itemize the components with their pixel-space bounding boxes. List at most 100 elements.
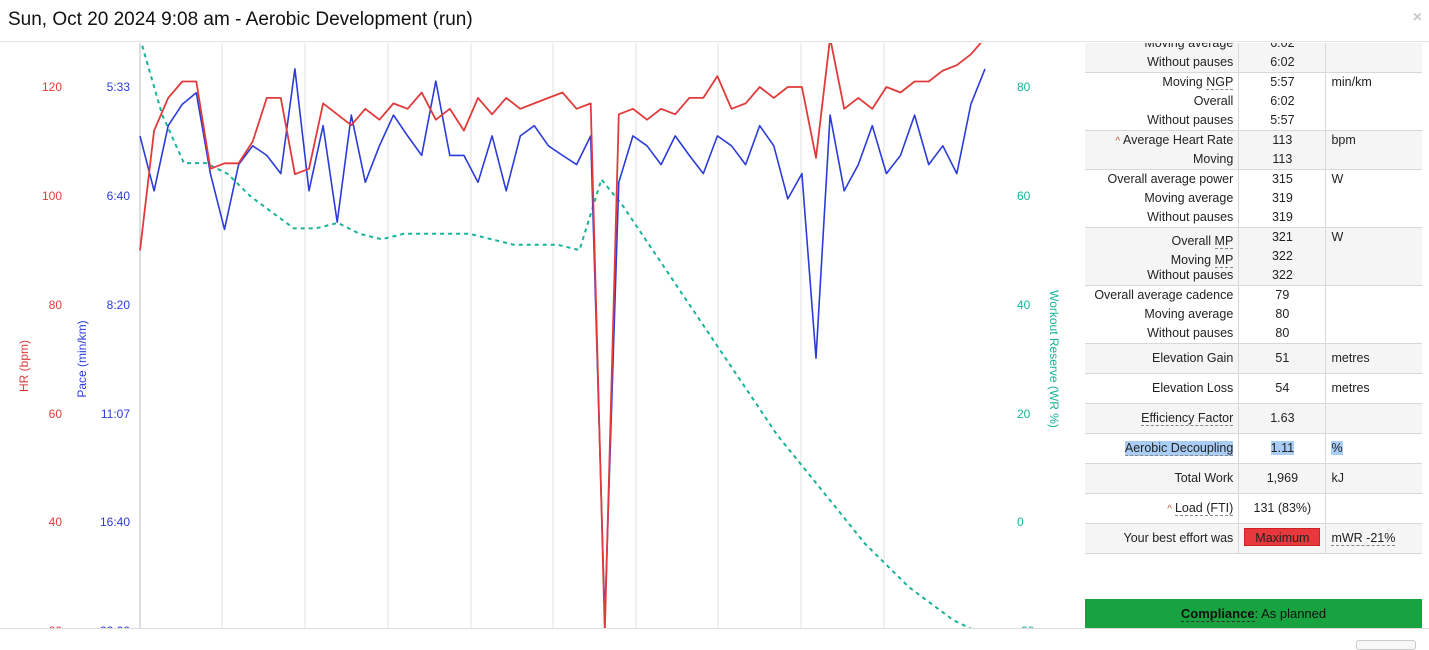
stat-label: Without pauses	[1090, 53, 1233, 72]
mp-term[interactable]: MP	[1214, 253, 1234, 269]
stat-label-cell: Elevation Gain	[1085, 343, 1240, 374]
stat-label: Overall MP	[1090, 228, 1234, 250]
stat-label-text: Overall	[1193, 94, 1234, 108]
stat-label: Moving average	[1090, 305, 1233, 324]
axis-title: HR (bpm)	[17, 340, 31, 392]
stat-label-cell: ^ Average Heart Rate Moving	[1085, 130, 1240, 170]
stat-unit: metres	[1331, 344, 1417, 373]
stat-label-text[interactable]: Load (FTI)	[1174, 501, 1234, 516]
stats-row: Efficiency Factor 1.63	[1085, 403, 1422, 434]
chart-svg[interactable]: 120 100 80 60 40 20 5:33 6:40 8:20 11:07 16:40 33:2…	[0, 43, 1080, 628]
caret-up-icon[interactable]: ^	[1115, 136, 1121, 147]
compliance-value: : As planned	[1254, 606, 1327, 621]
stat-value: 319	[1244, 208, 1320, 227]
stats-row: Overall average power Moving average Witho…	[1085, 169, 1422, 228]
stat-value: 113	[1244, 131, 1320, 150]
stat-unit: min/km	[1331, 73, 1417, 92]
stat-value: 322	[1244, 247, 1320, 266]
compliance-label[interactable]: Compliance	[1180, 606, 1255, 622]
stat-value-cell: 113 113	[1238, 130, 1327, 170]
stats-table: Moving average Without pauses 6:02 6:02 Movi…	[1085, 43, 1422, 554]
activity-chart[interactable]: 120 100 80 60 40 20 5:33 6:40 8:20 11:07 16:40 33:2…	[0, 43, 1080, 628]
compliance-banner: Compliance: As planned	[1085, 599, 1422, 629]
stat-unit-cell: W	[1325, 169, 1422, 228]
stat-value-text: 6:02	[1270, 94, 1295, 108]
stat-value: 54	[1244, 374, 1320, 403]
stat-label-text[interactable]: Overall	[1171, 234, 1215, 249]
stats-panel[interactable]: Moving average Without pauses 6:02 6:02 Movi…	[1085, 43, 1422, 628]
stat-value-text: 80	[1275, 307, 1290, 321]
stat-unit-cell: mWR -21%	[1325, 523, 1422, 554]
stat-value: 80	[1244, 305, 1320, 324]
stat-value: 322	[1244, 266, 1320, 285]
stat-label-text: Elevation Gain	[1151, 351, 1234, 365]
stat-label: Moving	[1090, 150, 1233, 169]
stat-unit-text: kJ	[1331, 471, 1344, 485]
effort-badge: Maximum	[1244, 528, 1321, 546]
stat-value: 321	[1244, 228, 1320, 247]
tick-label: 120	[42, 80, 62, 94]
stat-label: Aerobic Decoupling	[1090, 434, 1234, 463]
stat-unit-cell: bpm	[1325, 130, 1422, 170]
tick-label: 80	[49, 298, 63, 312]
stat-label: ^ Average Heart Rate	[1090, 131, 1233, 150]
pace-series-line	[139, 68, 986, 620]
stat-label-text[interactable]: Moving	[1170, 253, 1215, 268]
stat-unit-cell	[1325, 43, 1422, 73]
close-icon[interactable]: ×	[1412, 9, 1422, 26]
stat-unit-cell: %	[1325, 433, 1422, 464]
stat-value-text: 1,969	[1266, 471, 1299, 485]
stat-value-cell: 79 80 80	[1238, 285, 1327, 344]
stat-value: 315	[1244, 170, 1320, 189]
stats-row: Overall MP Moving MP Without pauses 321 322 3…	[1085, 227, 1422, 286]
stats-row: Moving NGP Overall Without pauses 5:57 6:02 5…	[1085, 72, 1422, 131]
stat-unit: bpm	[1331, 131, 1417, 150]
tick-label: 60	[1017, 189, 1031, 203]
stat-label-cell: Overall average cadence Moving average Wit…	[1085, 285, 1240, 344]
stat-value-text: 80	[1275, 326, 1290, 340]
hr-series-line	[139, 43, 982, 628]
ngp-term[interactable]: NGP	[1206, 75, 1234, 90]
stat-value: Maximum	[1244, 524, 1321, 553]
stat-label: Moving MP	[1090, 247, 1234, 269]
caret-up-icon[interactable]: ^	[1167, 504, 1172, 515]
stat-label-text: Elevation Loss	[1151, 381, 1234, 395]
stat-unit-cell	[1325, 493, 1422, 524]
stat-unit-cell	[1325, 285, 1422, 344]
footer-divider	[0, 628, 1429, 629]
stat-value-text: 1.11	[1270, 441, 1295, 455]
stat-label-text: Without pauses	[1147, 113, 1234, 127]
stat-label-text[interactable]: Aerobic Decoupling	[1124, 441, 1234, 456]
stats-row: Aerobic Decoupling 1.11%	[1085, 433, 1422, 464]
stats-row: Moving average Without pauses 6:02 6:02	[1085, 43, 1422, 73]
stat-label-cell: Aerobic Decoupling	[1085, 433, 1240, 464]
footer-button[interactable]	[1356, 640, 1416, 650]
stat-label: Elevation Loss	[1090, 374, 1233, 403]
stat-label-text: Your best effort was	[1123, 531, 1234, 545]
tick-label: 11:07	[101, 407, 130, 421]
stat-label-cell: Efficiency Factor	[1085, 403, 1240, 434]
stats-row: ^ Average Heart Rate Moving 113 113 bpm	[1085, 130, 1422, 170]
stat-unit-text: metres	[1331, 381, 1370, 395]
stat-value-text: 6:02	[1270, 43, 1295, 50]
stat-label: Your best effort was	[1090, 524, 1234, 553]
stat-unit-text[interactable]: mWR -21%	[1331, 531, 1396, 546]
stat-label: Without pauses	[1090, 324, 1233, 343]
tick-label: 100	[42, 189, 62, 203]
stat-label-text[interactable]: Without pauses	[1147, 268, 1234, 282]
stat-value-cell: 54	[1238, 373, 1327, 404]
stat-label: Without pauses	[1090, 266, 1233, 285]
stat-label-cell: ^ Load (FTI)	[1085, 493, 1240, 524]
reserve-series-line	[140, 43, 972, 628]
stat-value: 6:02	[1244, 92, 1320, 111]
mp-term[interactable]: MP	[1214, 234, 1234, 250]
stat-label-text: Without pauses	[1147, 55, 1234, 69]
stat-label-text[interactable]: Efficiency Factor	[1141, 411, 1234, 426]
stat-value-text: 322	[1271, 249, 1293, 263]
dialog-title: Sun, Oct 20 2024 9:08 am - Aerobic Devel…	[8, 9, 473, 30]
stats-row: Total Work 1,969 kJ	[1085, 463, 1422, 494]
tick-label: 5:33	[107, 80, 131, 94]
stat-value-text: 322	[1271, 268, 1293, 282]
stats-row: Overall average cadence Moving average Wit…	[1085, 285, 1422, 344]
